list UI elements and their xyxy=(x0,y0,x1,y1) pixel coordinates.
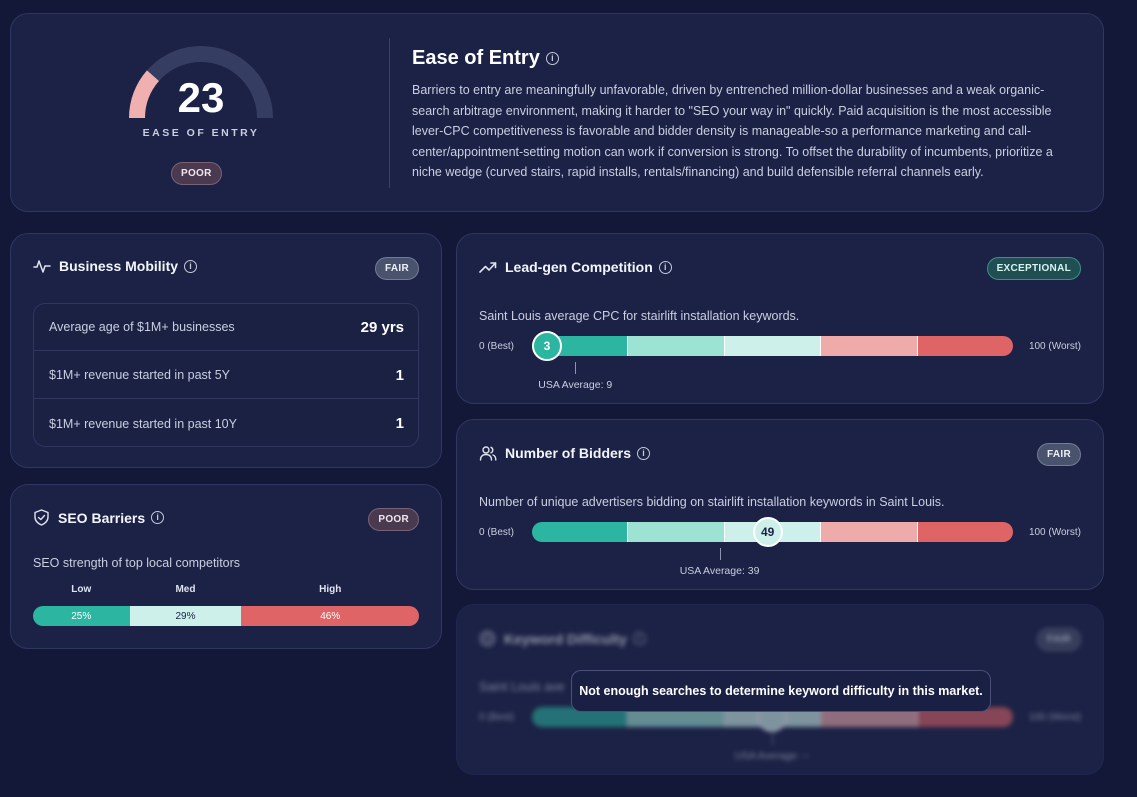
bidders-value-marker: 49 xyxy=(752,517,783,547)
target-icon xyxy=(479,630,496,647)
best-label: 0 (Best) xyxy=(479,341,515,352)
bidders-avg-label: USA Average: 39 xyxy=(679,565,760,577)
keyword-difficulty-card: Keyword Difficulty i FAIR Saint Louis av… xyxy=(456,604,1104,775)
leadgen-value-marker: 3 xyxy=(532,331,562,361)
mobility-title: Business Mobility xyxy=(59,258,179,274)
activity-icon xyxy=(33,260,51,273)
bidders-description: Number of unique advertisers bidding on … xyxy=(479,495,945,509)
users-icon xyxy=(479,446,497,461)
ease-score-label: EASE OF ENTRY xyxy=(142,127,260,139)
leadgen-avg-tick xyxy=(575,362,577,374)
seo-segment-med: 29% xyxy=(129,606,242,626)
bidders-title: Number of Bidders xyxy=(505,445,632,461)
ease-description: Barriers to entry are meaningfully unfav… xyxy=(412,83,1053,179)
worst-label: 100 (Worst) xyxy=(1028,527,1081,538)
keyword-overlay-message: Not enough searches to determine keyword… xyxy=(571,670,991,712)
ease-score: 23 xyxy=(177,74,225,121)
leadgen-competition-card: Lead-gen Competition i EXCEPTIONAL Saint… xyxy=(456,233,1104,404)
leadgen-status-badge: EXCEPTIONAL xyxy=(986,257,1081,280)
keyword-title: Keyword Difficulty xyxy=(504,630,627,647)
leadgen-avg-label: USA Average: 9 xyxy=(538,379,613,391)
seo-segment-label: High xyxy=(319,584,342,595)
ease-of-entry-card: 23 EASE OF ENTRY POOR Ease of Entry i Ba… xyxy=(10,13,1104,212)
seo-segment-label: Med xyxy=(175,584,196,595)
table-row: $1M+ revenue started in past 10Y 1 xyxy=(49,415,404,432)
mobility-table: Average age of $1M+ businesses 29 yrs $1… xyxy=(33,303,419,447)
bidders-card: Number of Bidders i FAIR Number of uniqu… xyxy=(456,419,1104,590)
seo-subtitle: SEO strength of top local competitors xyxy=(33,556,241,570)
seo-segment-high: 46% xyxy=(241,606,419,626)
table-row: Average age of $1M+ businesses 29 yrs xyxy=(34,304,418,351)
seo-strength-bar: 25% 29% 46% xyxy=(33,606,419,626)
ease-gauge xyxy=(129,46,273,119)
ease-title: Ease of Entry xyxy=(412,47,540,69)
keyword-avg-label: USA Average: -- xyxy=(734,750,810,762)
keyword-status-badge: FAIR xyxy=(1037,628,1081,651)
info-icon[interactable]: i xyxy=(184,259,198,273)
leadgen-scale-bar xyxy=(532,336,1013,356)
keyword-description: Saint Louis ave xyxy=(479,680,565,694)
leadgen-title: Lead-gen Competition xyxy=(505,259,653,275)
trending-up-icon xyxy=(479,262,497,273)
bidders-status-badge: FAIR xyxy=(1037,443,1081,466)
worst-label: 100 (Worst) xyxy=(1028,712,1081,723)
seo-barriers-card: SEO Barriers i POOR SEO strength of top … xyxy=(10,484,442,649)
table-row: $1M+ revenue started in past 5Y 1 xyxy=(34,352,418,399)
ease-status-badge: POOR xyxy=(171,162,222,185)
bidders-avg-tick xyxy=(719,548,721,560)
keyword-scale-bar xyxy=(532,707,1013,727)
info-icon[interactable]: i xyxy=(658,260,672,274)
seo-status-badge: POOR xyxy=(368,508,419,531)
info-icon[interactable]: i xyxy=(151,511,165,524)
best-label: 0 (Best) xyxy=(479,712,515,723)
shield-icon xyxy=(34,509,49,526)
seo-segment-label: Low xyxy=(71,584,92,595)
info-icon: i xyxy=(632,632,646,645)
info-icon[interactable]: i xyxy=(545,52,559,65)
mobility-status-badge: FAIR xyxy=(375,257,419,280)
seo-segment-low: 25% xyxy=(33,606,130,626)
best-label: 0 (Best) xyxy=(479,527,515,538)
ease-gauge-fill xyxy=(129,70,160,119)
divider xyxy=(389,38,390,188)
keyword-avg-tick xyxy=(772,733,773,745)
business-mobility-card: Business Mobility i FAIR Average age of … xyxy=(10,233,442,468)
worst-label: 100 (Worst) xyxy=(1028,341,1081,352)
seo-title: SEO Barriers xyxy=(58,509,146,526)
leadgen-description: Saint Louis average CPC for stairlift in… xyxy=(479,309,800,323)
keyword-blurred-content: Keyword Difficulty i FAIR Saint Louis av… xyxy=(457,605,1103,774)
info-icon[interactable]: i xyxy=(637,446,651,460)
seo-segment-labels: Low Med High xyxy=(33,584,419,598)
